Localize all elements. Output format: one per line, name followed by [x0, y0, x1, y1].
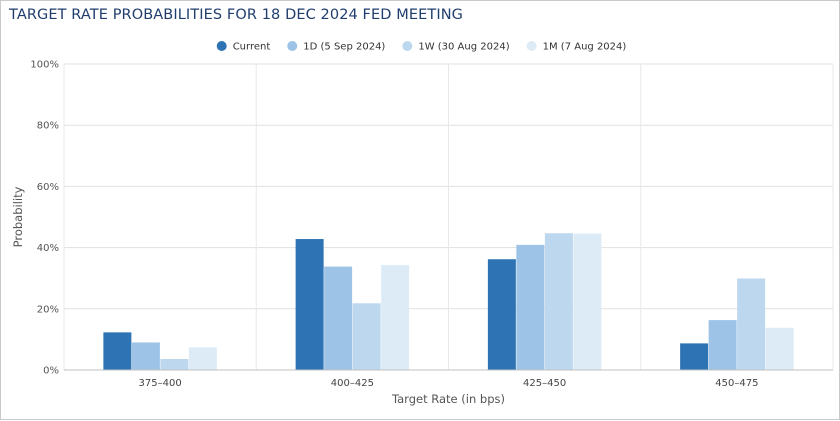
- y-tick-label: 20%: [37, 304, 59, 315]
- bar-425-450-series-3[interactable]: [573, 233, 602, 370]
- legend-label: 1M (7 Aug 2024): [543, 42, 627, 53]
- bar-450-475-series-3[interactable]: [765, 327, 794, 370]
- x-tick-label: 375–400: [139, 378, 182, 389]
- legend-label: Current: [233, 42, 271, 53]
- x-tick-label: 400–425: [331, 378, 374, 389]
- bar-450-475-series-2[interactable]: [737, 278, 766, 370]
- legend-item[interactable]: 1D (5 Sep 2024): [287, 41, 385, 53]
- y-tick-label: 0%: [43, 366, 59, 377]
- x-axis-title: Target Rate (in bps): [391, 392, 505, 406]
- gridlines: [63, 63, 834, 370]
- legend-marker: [216, 41, 227, 51]
- chart-title: TARGET RATE PROBABILITIES FOR 18 DEC 202…: [9, 7, 463, 23]
- y-tick-label: 40%: [37, 243, 59, 254]
- legend-label: 1D (5 Sep 2024): [303, 42, 385, 53]
- y-axis-title: Probability: [11, 186, 25, 247]
- bar-375-400-series-0[interactable]: [103, 332, 132, 370]
- y-axis-ticks: 0% 20% 40% 60% 80% 100%: [30, 60, 59, 377]
- bar-425-450-series-0[interactable]: [487, 259, 516, 370]
- x-tick-label: 450–475: [715, 378, 758, 389]
- legend-marker: [402, 41, 413, 51]
- bars: [103, 233, 794, 370]
- legend-marker: [287, 41, 298, 51]
- legend-item[interactable]: 1W (30 Aug 2024): [402, 41, 510, 53]
- x-tick-label: 425–450: [523, 378, 566, 389]
- bar-400-425-series-2[interactable]: [352, 303, 381, 370]
- y-tick-label: 60%: [37, 182, 59, 193]
- bar-450-475-series-1[interactable]: [708, 320, 737, 370]
- y-tick-label: 100%: [30, 60, 59, 71]
- bar-400-425-series-1[interactable]: [324, 266, 353, 370]
- legend-label: 1W (30 Aug 2024): [418, 42, 509, 53]
- bar-450-475-series-0[interactable]: [680, 343, 709, 370]
- bar-375-400-series-1[interactable]: [131, 342, 160, 370]
- y-tick-label: 80%: [37, 121, 59, 132]
- legend-item[interactable]: 1M (7 Aug 2024): [526, 41, 627, 53]
- bar-400-425-series-3[interactable]: [381, 265, 410, 370]
- legend-marker: [526, 41, 537, 51]
- x-axis-ticks: 375–400 400–425 425–450 450–475: [139, 378, 759, 389]
- bar-375-400-series-3[interactable]: [188, 347, 217, 370]
- bar-425-450-series-2[interactable]: [544, 233, 573, 370]
- legend: Current 1D (5 Sep 2024) 1W (30 Aug 2024) 1M…: [216, 41, 627, 53]
- bar-425-450-series-1[interactable]: [516, 244, 545, 370]
- bar-400-425-series-0[interactable]: [295, 239, 324, 370]
- legend-item[interactable]: Current: [216, 41, 271, 53]
- bar-375-400-series-2[interactable]: [160, 358, 189, 370]
